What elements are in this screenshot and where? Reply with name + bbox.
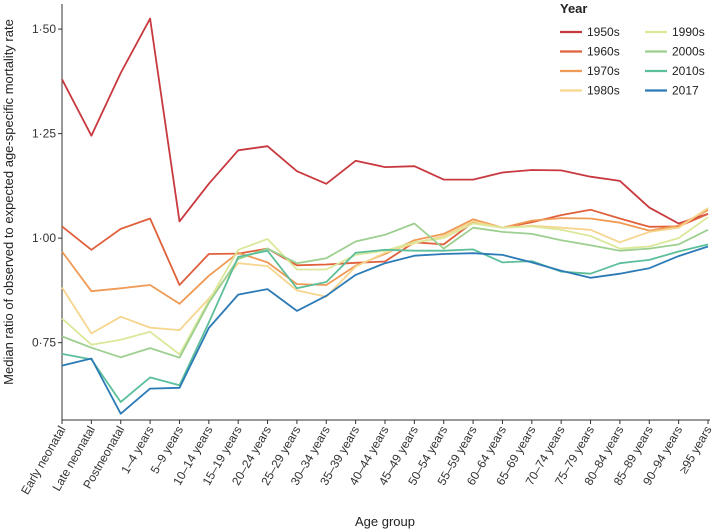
legend-label-1980s: 1980s [587,84,620,98]
series-line-1970s [61,209,709,305]
legend-label-1970s: 1970s [587,64,620,78]
legend-label-2010s: 2010s [672,64,705,78]
x-axis-title: Age group [355,514,415,529]
legend: Year 1950s 1960s 1970s 1980s 1990s 2000s 2010s… [560,1,705,98]
axes [61,4,710,421]
series-layer [61,17,709,415]
y-tick-label: 1·50 [32,22,56,36]
series-line-2017 [61,245,709,415]
y-tick-label: 1·00 [32,231,56,245]
y-axis-title: Median ratio of observed to expected age… [1,19,16,385]
legend-label-1960s: 1960s [587,45,620,59]
series-line-1950s [61,17,709,225]
legend-label-1950s: 1950s [587,25,620,39]
series-line-1960s [61,208,709,286]
series-line-2000s [61,222,709,359]
legend-label-2000s: 2000s [672,45,705,59]
series-line-2010s [61,243,709,403]
series-line-1980s [61,207,709,335]
legend-title: Year [560,1,587,16]
y-tick-labels: 0·75 1·00 1·25 1·50 [32,22,62,350]
legend-label-1990s: 1990s [672,25,705,39]
y-tick-label: 0·75 [32,336,56,350]
legend-label-2017: 2017 [672,84,699,98]
y-tick-label: 1·25 [32,127,56,141]
